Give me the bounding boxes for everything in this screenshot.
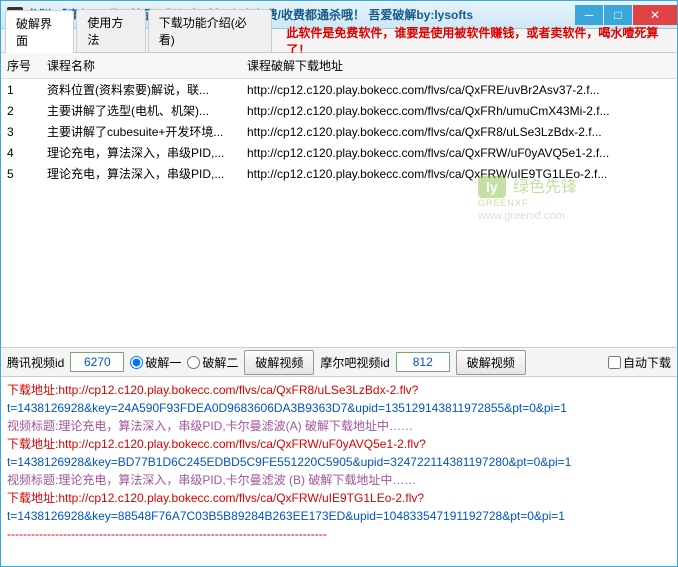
radio-crack-1[interactable] (130, 356, 143, 369)
crack-mode-1[interactable]: 破解一 (130, 354, 181, 371)
cell-name: 主要讲解了选型(电机、机架)... (41, 100, 241, 121)
cell-url: http://cp12.c120.play.bokecc.com/flvs/ca… (241, 100, 677, 121)
tab-bar: 破解界面 使用方法 下载功能介绍(必看) 此软件是免费软件，谁要是使用被软件赚钱… (1, 29, 677, 53)
watermark-sub: GREENXF (478, 198, 577, 208)
tencent-id-input[interactable] (70, 352, 124, 372)
log-line: 下载地址:http://cp12.c120.play.bokecc.com/fl… (7, 383, 418, 397)
header-url[interactable]: 课程破解下载地址 (241, 53, 677, 79)
tencent-id-label: 腾讯视频id (7, 354, 64, 371)
log-line: 下载地址:http://cp12.c120.play.bokecc.com/fl… (7, 437, 426, 451)
tab-crack-ui[interactable]: 破解界面 (5, 10, 74, 53)
course-table: 序号 课程名称 课程破解下载地址 1资料位置(资料索要)解说，联...http:… (1, 53, 677, 184)
log-separator: ----------------------------------------… (7, 527, 327, 541)
cell-name: 资料位置(资料索要)解说，联... (41, 79, 241, 101)
tab-download-intro[interactable]: 下载功能介绍(必看) (148, 9, 273, 52)
cell-number: 1 (1, 79, 41, 101)
tab-usage[interactable]: 使用方法 (76, 9, 145, 52)
close-button[interactable]: ✕ (633, 5, 677, 25)
table-row[interactable]: 2主要讲解了选型(电机、机架)...http://cp12.c120.play.… (1, 100, 677, 121)
cell-number: 4 (1, 142, 41, 163)
cell-name: 理论充电，算法深入，串级PID,... (41, 163, 241, 184)
course-table-container: 序号 课程名称 课程破解下载地址 1资料位置(资料索要)解说，联...http:… (1, 53, 677, 347)
cell-url: http://cp12.c120.play.bokecc.com/flvs/ca… (241, 163, 677, 184)
header-number[interactable]: 序号 (1, 53, 41, 79)
cell-number: 5 (1, 163, 41, 184)
cell-number: 3 (1, 121, 41, 142)
log-line: 下载地址:http://cp12.c120.play.bokecc.com/fl… (7, 491, 424, 505)
radio-crack-2[interactable] (187, 356, 200, 369)
moer-id-label: 摩尔吧视频id (320, 354, 389, 371)
cell-number: 2 (1, 100, 41, 121)
table-row[interactable]: 3主要讲解了cubesuite+开发环境...http://cp12.c120.… (1, 121, 677, 142)
moer-id-input[interactable] (396, 352, 450, 372)
cell-url: http://cp12.c120.play.bokecc.com/flvs/ca… (241, 79, 677, 101)
cell-name: 理论充电，算法深入，串级PID,... (41, 142, 241, 163)
cell-url: http://cp12.c120.play.bokecc.com/flvs/ca… (241, 142, 677, 163)
minimize-button[interactable]: ─ (575, 5, 603, 25)
control-bar: 腾讯视频id 破解一 破解二 破解视频 摩尔吧视频id 破解视频 自动下载 (1, 347, 677, 377)
maximize-button[interactable]: □ (604, 5, 632, 25)
table-row[interactable]: 1资料位置(资料索要)解说，联...http://cp12.c120.play.… (1, 79, 677, 101)
log-panel[interactable]: 下载地址:http://cp12.c120.play.bokecc.com/fl… (1, 377, 677, 542)
log-line: 视频标题:理论充电，算法深入，串级PID,卡尔曼滤波(A) 破解下载地址中…… (7, 419, 413, 433)
auto-download-checkbox[interactable]: 自动下载 (608, 354, 671, 371)
log-line: t=1438126928&key=88548F76A7C03B5B89284B2… (7, 509, 565, 523)
watermark-url: www.greenxf.com (478, 210, 577, 222)
header-name[interactable]: 课程名称 (41, 53, 241, 79)
window-buttons: ─ □ ✕ (575, 5, 677, 25)
log-line: t=1438126928&key=BD77B1D6C245EDBD5C9FE55… (7, 455, 571, 469)
table-row[interactable]: 5理论充电，算法深入，串级PID,...http://cp12.c120.pla… (1, 163, 677, 184)
crack-video-button-2[interactable]: 破解视频 (456, 350, 526, 375)
cell-url: http://cp12.c120.play.bokecc.com/flvs/ca… (241, 121, 677, 142)
crack-mode-2[interactable]: 破解二 (187, 354, 238, 371)
table-row[interactable]: 4理论充电，算法深入，串级PID,...http://cp12.c120.pla… (1, 142, 677, 163)
cell-name: 主要讲解了cubesuite+开发环境... (41, 121, 241, 142)
auto-download-input[interactable] (608, 356, 621, 369)
log-line: 视频标题:理论充电，算法深入，串级PID,卡尔曼滤波 (B) 破解下载地址中…… (7, 473, 416, 487)
crack-video-button-1[interactable]: 破解视频 (244, 350, 314, 375)
log-line: t=1438126928&key=24A590F93FDEA0D9683606D… (7, 401, 567, 415)
